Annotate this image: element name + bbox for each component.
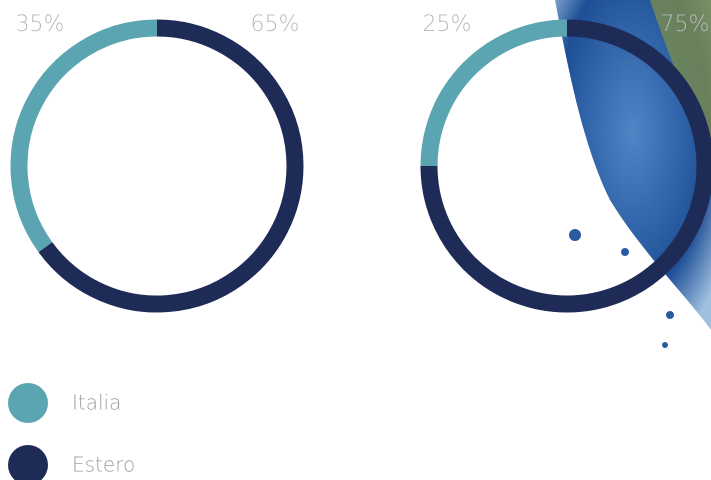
value-label: 65% xyxy=(251,12,300,37)
donut-segment xyxy=(429,28,567,166)
value-label: 35% xyxy=(16,12,65,37)
legend: Italia Estero xyxy=(8,383,135,480)
donut-segment xyxy=(45,28,295,304)
page: 65% 35% 75% 25% Italia Estero xyxy=(0,0,711,480)
value-label: 75% xyxy=(661,12,710,37)
legend-label: Estero xyxy=(72,453,135,477)
legend-swatch xyxy=(8,445,48,480)
legend-swatch xyxy=(8,383,48,423)
value-label: 25% xyxy=(423,12,472,37)
donut-segment xyxy=(19,28,157,247)
legend-label: Italia xyxy=(72,391,121,415)
